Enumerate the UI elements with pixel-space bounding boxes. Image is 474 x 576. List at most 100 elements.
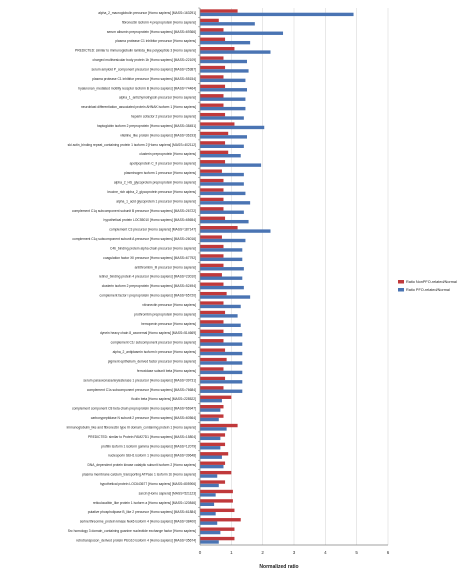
- category-label: ferroxidase subunit beta [Homo sapiens]: [137, 369, 196, 373]
- category-label: carboxypeptidase N subunit 2 precursor […: [91, 416, 196, 420]
- category-label: reticulocalbin_like protein 1 isoform a …: [93, 501, 196, 505]
- x-tick-label: 0: [199, 550, 202, 555]
- category-label: Src homology 3 domain_containing guanine…: [68, 529, 196, 533]
- bar-pfo: [200, 521, 218, 525]
- bar-nonpfo: [200, 470, 232, 475]
- bar-pfo: [200, 78, 246, 83]
- category-label: hypothetical protein LOC55010 [Homo sapi…: [104, 218, 197, 222]
- bar-nonpfo: [200, 452, 229, 456]
- bar-pfo: [200, 427, 227, 431]
- category-label: ficolin beta [Homo sapiens] [MASS=228522…: [131, 397, 196, 401]
- bar-pfo: [200, 163, 262, 167]
- bar-nonpfo: [200, 131, 229, 136]
- category-label: hyaluronan_mediated motility receptor is…: [78, 86, 196, 90]
- bar-pfo: [200, 50, 271, 54]
- bar-nonpfo: [200, 320, 224, 324]
- legend-label: Ratio PFO-related/Normal: [406, 288, 450, 292]
- bar-pfo: [200, 172, 244, 177]
- bar-pfo: [200, 436, 221, 441]
- category-label: leucine_rich alpha_2_glycoprotein precur…: [107, 190, 196, 194]
- category-label: putative phospholipase B_like 2 precurso…: [88, 510, 196, 514]
- bar-pfo: [200, 125, 265, 130]
- bar-pfo: [200, 191, 246, 196]
- bar-nonpfo: [200, 442, 226, 447]
- category-label: hemopexin precursor [Homo sapiens]: [141, 322, 196, 326]
- category-label: fibronectin isoform 4 preproprotein [Hom…: [122, 20, 196, 24]
- bar-nonpfo: [200, 386, 224, 390]
- bar-pfo: [200, 97, 246, 101]
- bar-pfo: [200, 59, 247, 64]
- bar-nonpfo: [200, 329, 224, 334]
- category-label: PREDICTED: similar to Protein FAM27D1 [H…: [88, 435, 196, 439]
- category-label: complement C1q subcomponent subunit B pr…: [72, 209, 196, 213]
- bar-pfo: [200, 210, 244, 214]
- bar-nonpfo: [200, 480, 226, 484]
- category-label: sarcin [Homo sapiens] [MASS=521123]: [139, 491, 196, 495]
- bar-nonpfo: [200, 536, 235, 541]
- bar-nonpfo: [200, 508, 235, 513]
- legend-swatch: [398, 288, 404, 292]
- category-label: alpha_1_antichymotrypsin precursor [Homo…: [119, 96, 196, 100]
- bar-pfo: [200, 116, 244, 120]
- bar-nonpfo: [200, 235, 222, 239]
- category-label: plasma membrane calcium_transporting ATP…: [82, 473, 196, 477]
- bar-nonpfo: [200, 395, 232, 399]
- bar-pfo: [200, 333, 243, 337]
- bar-nonpfo: [200, 197, 224, 202]
- category-label: complement component C8 beta chain prepr…: [72, 407, 196, 411]
- bar-nonpfo: [200, 28, 224, 32]
- category-label: ski actin_binding repeat_containing prot…: [68, 143, 196, 147]
- bar-nonpfo: [200, 282, 224, 286]
- category-label: profilin isoform 1 isoform gamma [Homo s…: [101, 444, 196, 448]
- bar-pfo: [200, 370, 243, 375]
- category-label: dynein heavy chain 8_axonemal [Homo sapi…: [100, 331, 196, 335]
- category-label: immunoglobulin_like and fibronectin type…: [67, 425, 196, 429]
- bar-nonpfo: [200, 433, 226, 437]
- bar-pfo: [200, 135, 247, 139]
- bar-pfo: [200, 351, 243, 356]
- bar-nonpfo: [200, 301, 224, 305]
- bar-pfo: [200, 540, 219, 544]
- category-label: charged multivesicular body protein 1b […: [93, 58, 197, 62]
- bar-pfo: [200, 455, 222, 459]
- category-label: serum amyloid P_component precursor [Hom…: [91, 67, 196, 71]
- bar-nonpfo: [200, 499, 233, 503]
- bar-nonpfo: [200, 47, 235, 51]
- bar-nonpfo: [200, 348, 226, 352]
- category-label: complement C1s subcomponent precursor [H…: [87, 388, 196, 392]
- bar-pfo: [200, 493, 216, 497]
- bar-nonpfo: [200, 9, 238, 13]
- bar-nonpfo: [200, 518, 241, 522]
- bar-pfo: [200, 219, 249, 224]
- bar-pfo: [200, 12, 354, 17]
- bar-pfo: [200, 361, 243, 365]
- category-label: C4b_binding protein alpha chain precurso…: [110, 246, 196, 250]
- bar-pfo: [200, 88, 247, 92]
- x-axis: 0 1 2 3 4 5 6: [198, 7, 390, 555]
- bar-pfo: [200, 314, 238, 318]
- bar-nonpfo: [200, 405, 224, 409]
- bar-pfo: [200, 182, 244, 186]
- bar-pfo: [200, 144, 244, 148]
- bar-pfo: [200, 276, 243, 280]
- bar-nonpfo: [200, 461, 226, 465]
- bar-pfo: [200, 342, 243, 346]
- legend: Ratio NonPFO-related/Normal Ratio PFO-rel…: [398, 280, 457, 292]
- category-label: vitelline_like protein [Homo sapiens] [M…: [120, 133, 196, 137]
- category-label: serum albumin preproprotein [Homo sapien…: [107, 30, 196, 34]
- x-axis-title: Normalized ratio: [259, 564, 298, 570]
- category-label: retinol_binding protein 4 precursor [Hom…: [99, 275, 196, 279]
- bar-pfo: [200, 408, 221, 412]
- bar-nonpfo: [200, 527, 235, 531]
- bar-pfo: [200, 154, 241, 158]
- bars: [200, 9, 354, 544]
- bar-pfo: [200, 389, 243, 393]
- bar-pfo: [200, 69, 249, 73]
- bar-nonpfo: [200, 18, 219, 23]
- x-tick-label: 4: [324, 550, 327, 555]
- bar-pfo: [200, 248, 243, 252]
- bar-nonpfo: [200, 141, 226, 145]
- bar-nonpfo: [200, 357, 227, 362]
- bar-nonpfo: [200, 367, 224, 371]
